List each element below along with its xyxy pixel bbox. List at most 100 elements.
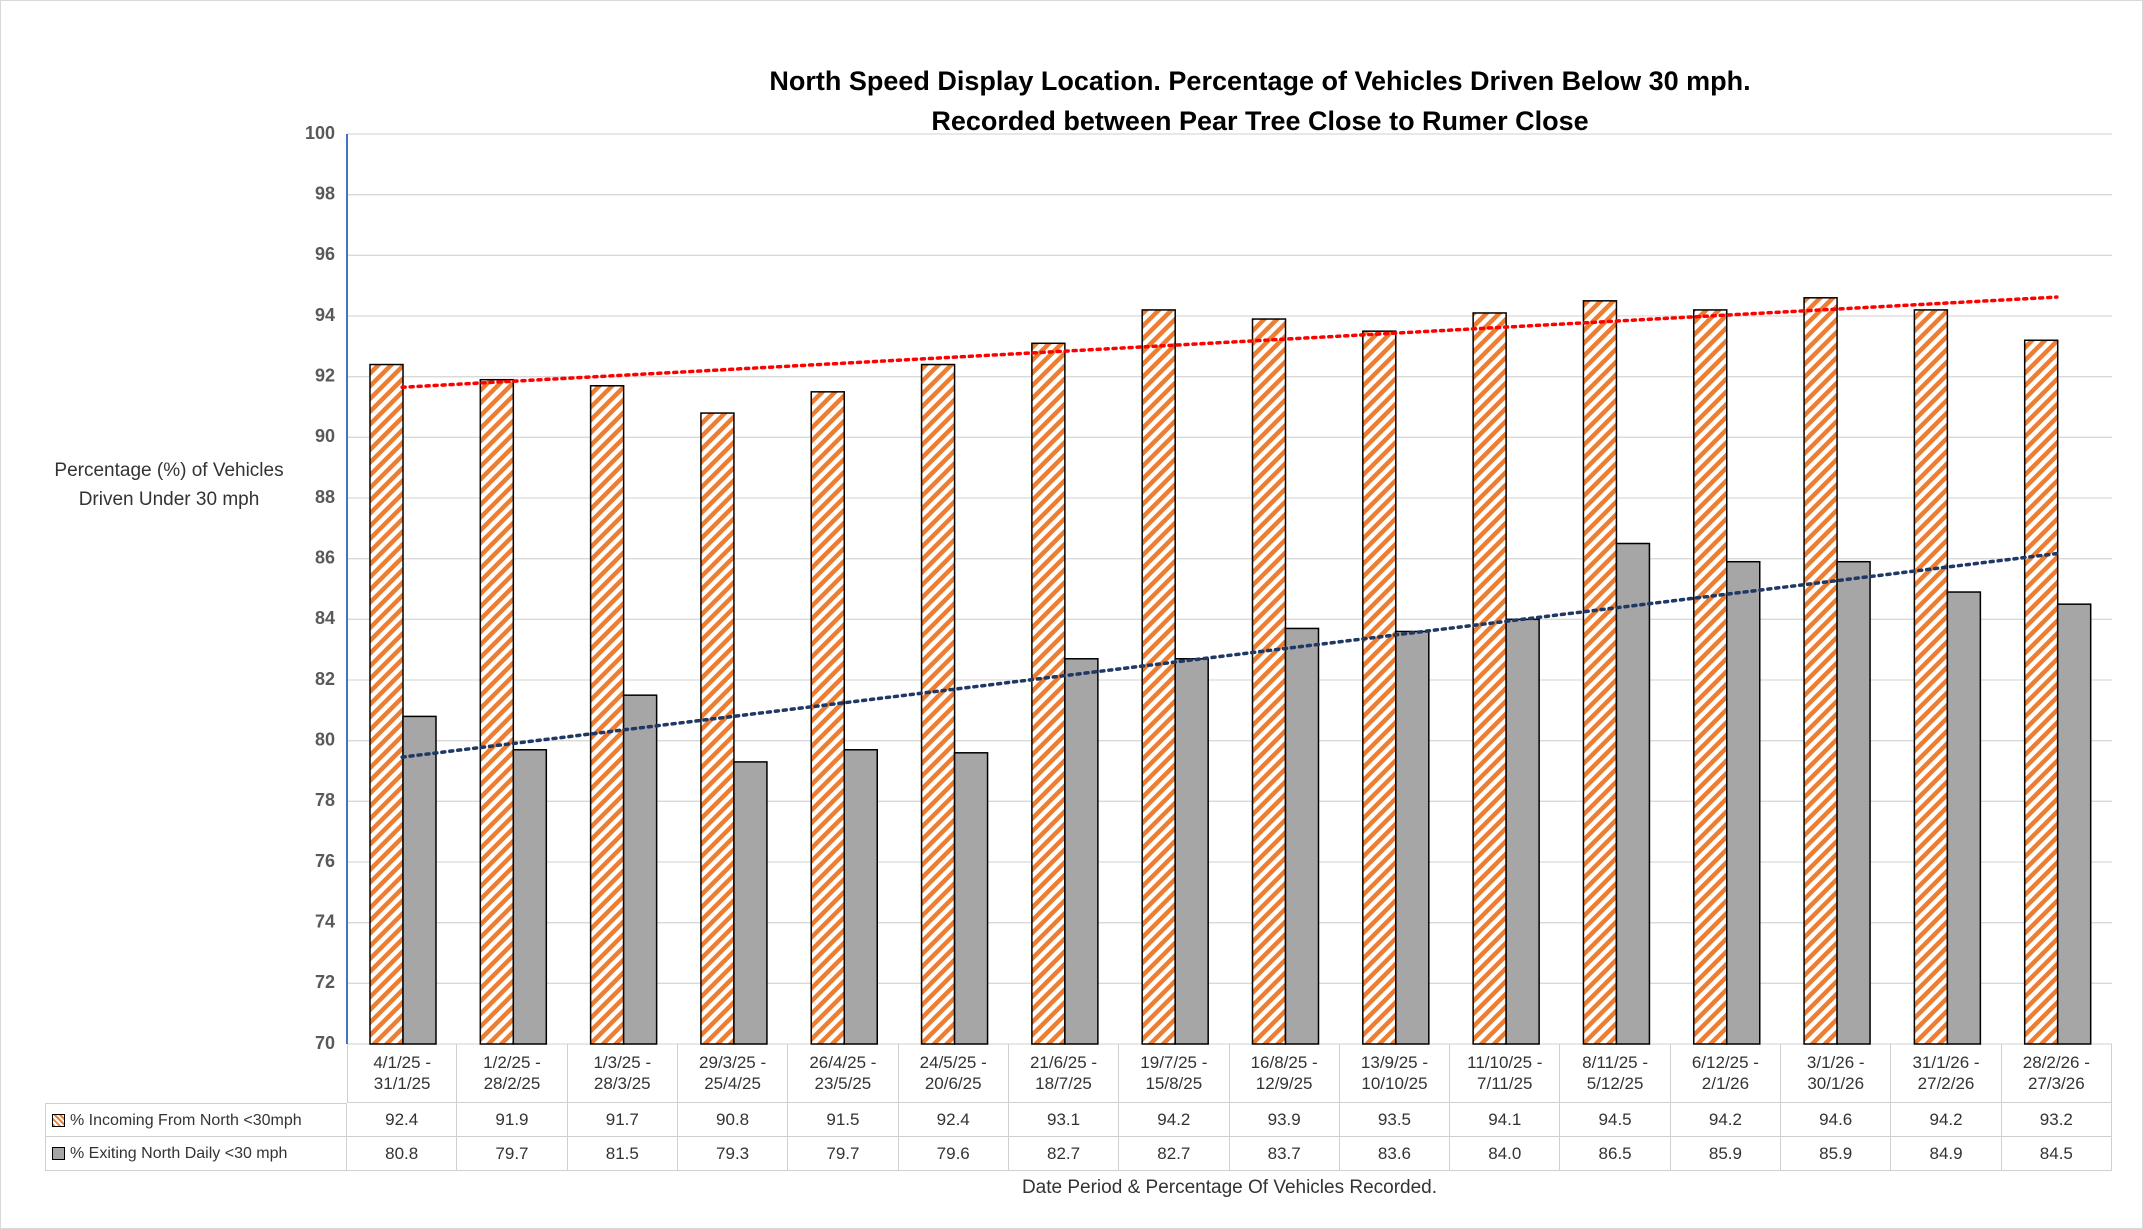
category-cell: 8/11/25 - 5/12/25 (1560, 1044, 1671, 1103)
bar (1284, 627, 1320, 1045)
table-value: 79.3 (677, 1137, 789, 1171)
bar (1395, 630, 1430, 1045)
y-tick-label: 80 (315, 729, 335, 749)
bar (733, 761, 768, 1045)
bar (1615, 542, 1651, 1045)
bar (1505, 618, 1540, 1045)
table-value: 85.9 (1781, 1137, 1892, 1171)
table-value: 92.4 (347, 1103, 458, 1137)
category-cell: 1/2/25 - 28/2/25 (457, 1044, 568, 1103)
legend-cell: % Exiting North Daily <30 mph (45, 1137, 347, 1171)
bar (1946, 591, 1982, 1045)
table-value: 83.6 (1339, 1137, 1451, 1171)
category-cell: 19/7/25 - 15/8/25 (1119, 1044, 1230, 1103)
table-value: 92.4 (898, 1103, 1009, 1137)
bar (589, 385, 625, 1045)
bar (1174, 658, 1209, 1045)
legend-key (52, 1147, 65, 1160)
category-cell: 29/3/25 - 25/4/25 (677, 1044, 789, 1103)
category-cell: 13/9/25 - 10/10/25 (1339, 1044, 1451, 1103)
category-cell: 26/4/25 - 23/5/25 (788, 1044, 899, 1103)
bar (369, 363, 404, 1045)
table-value: 84.9 (1891, 1137, 2002, 1171)
table-value: 91.9 (457, 1103, 568, 1137)
y-axis-label: Percentage (%) of Vehicles Driven Under … (54, 460, 284, 510)
category-cell: 24/5/25 - 20/6/25 (898, 1044, 1009, 1103)
x-axis-label: Date Period & Percentage Of Vehicles Rec… (1021, 1177, 1438, 1198)
table-value: 85.9 (1670, 1137, 1782, 1171)
y-tick-label: 92 (315, 365, 335, 385)
table-value: 94.6 (1781, 1103, 1892, 1137)
chart-subtitle: Recorded between Pear Tree Close to Rume… (931, 106, 1588, 136)
y-tick-label: 88 (315, 487, 335, 507)
table-value: 93.5 (1339, 1103, 1451, 1137)
category-cell: 28/2/26 - 27/3/26 (2001, 1044, 2112, 1103)
table-value: 94.2 (1891, 1103, 2002, 1137)
y-tick-label: 86 (315, 547, 335, 567)
category-cell: 31/1/26 - 27/2/26 (1891, 1044, 2002, 1103)
y-tick-label: 84 (315, 608, 335, 628)
table-value: 82.7 (1119, 1137, 1230, 1171)
bar (622, 694, 658, 1045)
table-value: 91.5 (788, 1103, 899, 1137)
y-tick-label: 98 (315, 183, 335, 203)
bar (479, 378, 515, 1045)
category-cell: 21/6/25 - 18/7/25 (1008, 1044, 1120, 1103)
y-tick-label: 96 (315, 244, 335, 264)
table-value: 94.1 (1450, 1103, 1561, 1137)
table-value: 91.7 (567, 1103, 678, 1137)
legend-cell: % Incoming From North <30mph (45, 1103, 347, 1137)
y-tick-label: 74 (315, 911, 335, 931)
bar (843, 749, 878, 1045)
bar (1251, 318, 1287, 1045)
trendline (400, 295, 2059, 390)
table-value: 83.7 (1229, 1137, 1340, 1171)
table-value: 80.8 (347, 1137, 458, 1171)
bar (1726, 560, 1761, 1045)
table-value: 81.5 (567, 1137, 678, 1171)
legend-key (52, 1113, 65, 1127)
trendline (400, 551, 2059, 759)
bar (700, 412, 735, 1045)
bar (1031, 342, 1066, 1045)
table-value: 94.2 (1119, 1103, 1230, 1137)
y-tick-label: 100 (305, 123, 335, 143)
category-cell: 1/3/25 - 28/3/25 (567, 1044, 678, 1103)
table-value: 90.8 (677, 1103, 789, 1137)
chart-title: North Speed Display Location. Percentage… (769, 66, 1750, 96)
legend-text: % Incoming From North <30mph (70, 1111, 302, 1129)
category-cell: 6/12/25 - 2/1/26 (1670, 1044, 1782, 1103)
y-tick-label: 70 (315, 1033, 335, 1053)
table-value: 93.9 (1229, 1103, 1340, 1137)
bar (512, 749, 548, 1045)
table-value: 93.1 (1008, 1103, 1120, 1137)
bar (1913, 309, 1949, 1045)
table-value: 79.7 (788, 1137, 899, 1171)
bar (1582, 300, 1618, 1045)
bar (1141, 309, 1176, 1045)
table-value: 84.0 (1450, 1137, 1561, 1171)
y-tick-label: 76 (315, 851, 335, 871)
table-value: 93.2 (2001, 1103, 2112, 1137)
bar (810, 391, 845, 1045)
table-value: 94.5 (1560, 1103, 1671, 1137)
bar (1836, 560, 1871, 1045)
y-tick-label: 72 (315, 972, 335, 992)
bar (1472, 312, 1507, 1045)
table-value: 82.7 (1008, 1137, 1120, 1171)
bar (2056, 603, 2092, 1045)
legend-text: % Exiting North Daily <30 mph (70, 1145, 288, 1162)
table-value: 79.7 (457, 1137, 568, 1171)
bar (1362, 330, 1397, 1045)
category-cell: 16/8/25 - 12/9/25 (1229, 1044, 1340, 1103)
bar (2023, 339, 2059, 1045)
table-value: 84.5 (2001, 1137, 2112, 1171)
bar (920, 363, 956, 1045)
y-tick-label: 94 (315, 305, 335, 325)
y-tick-label: 90 (315, 426, 335, 446)
bar (953, 752, 989, 1045)
category-cell: 11/10/25 - 7/11/25 (1450, 1044, 1561, 1103)
table-value: 94.2 (1670, 1103, 1782, 1137)
